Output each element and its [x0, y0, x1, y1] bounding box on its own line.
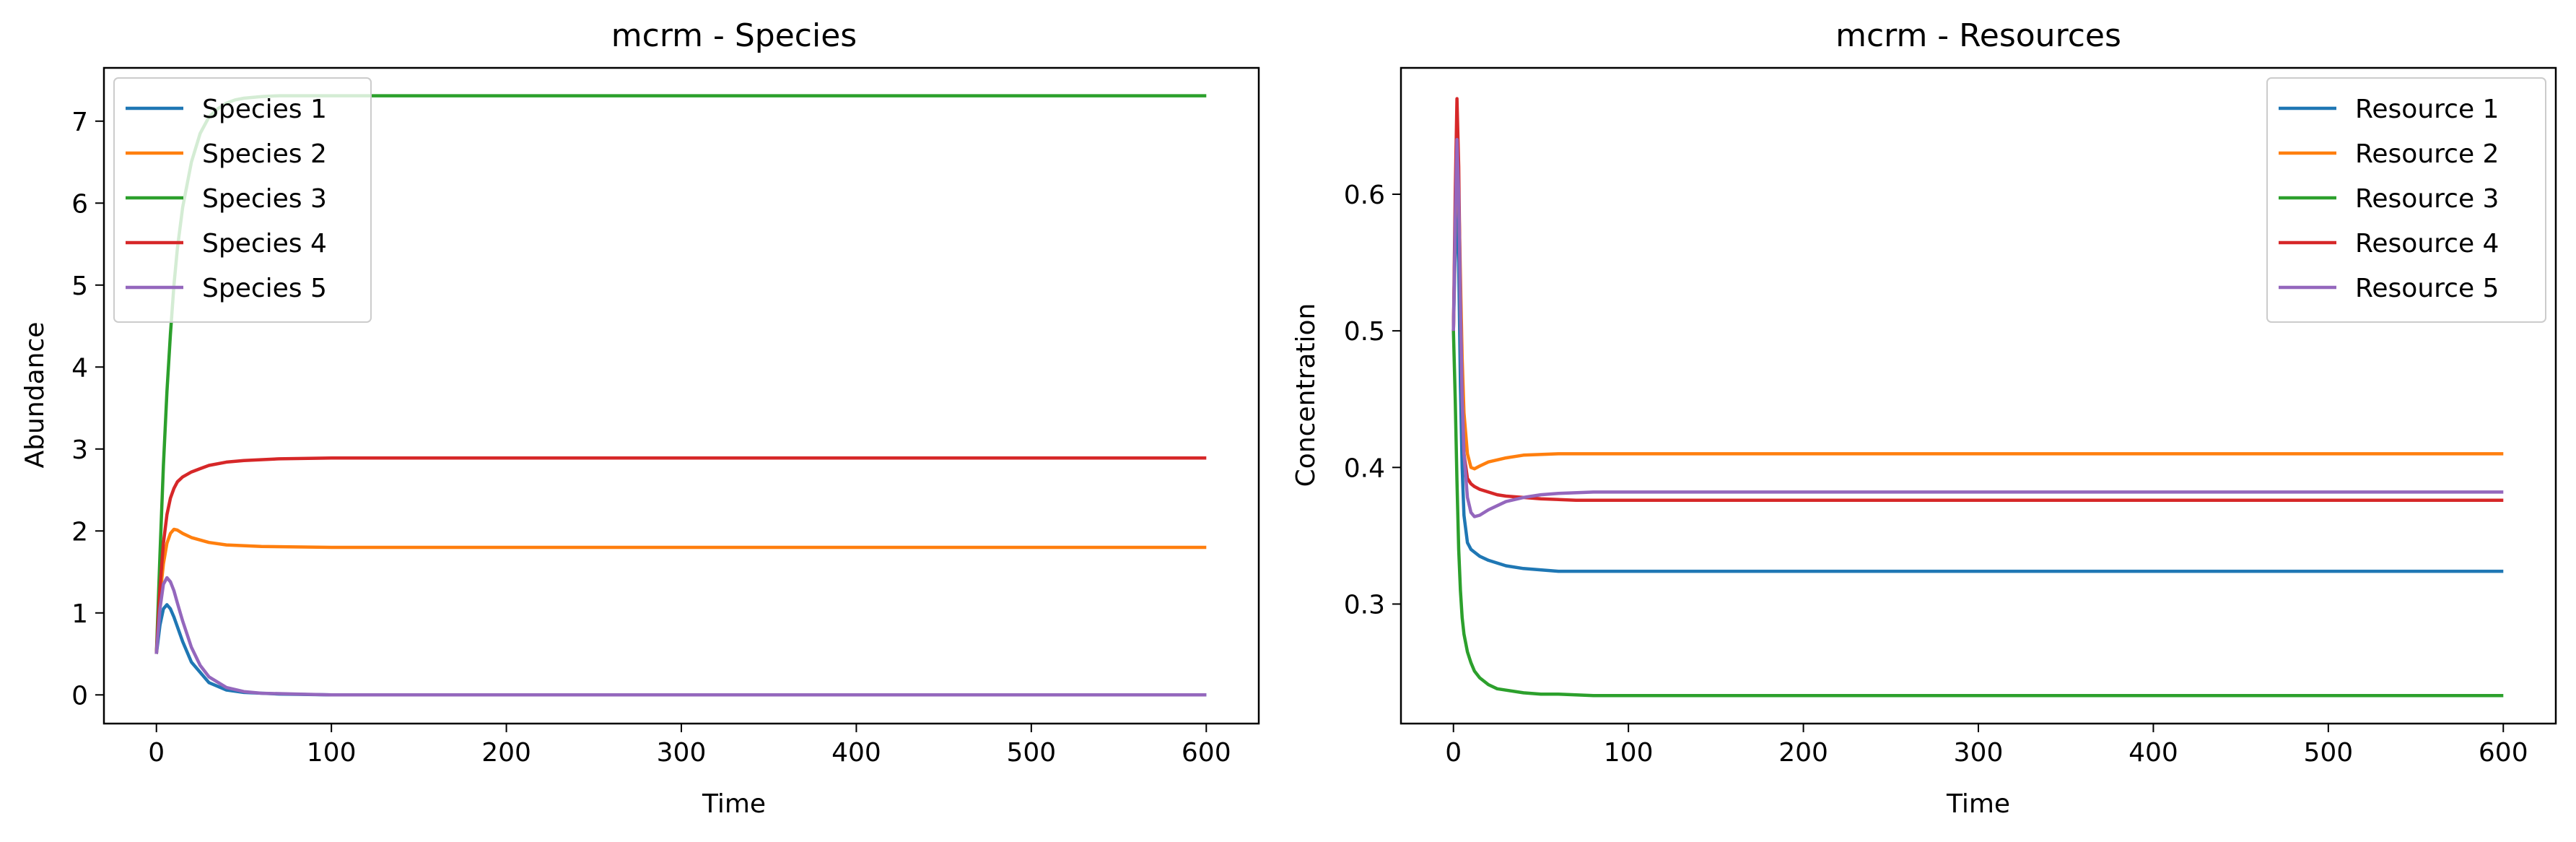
resources-chart-title: mcrm - Resources — [1835, 17, 2121, 54]
resources-x-tick-label: 600 — [2479, 738, 2528, 768]
resources-plot-area — [1451, 97, 2504, 698]
species-y-tick-label: 2 — [71, 517, 88, 547]
legend-label-resource-1: Resource 1 — [2355, 95, 2499, 124]
species-y-tick-label: 3 — [71, 435, 88, 465]
resources-x-tick-label: 200 — [1778, 738, 1828, 768]
species-subplot: mcrm - Species Time Abundance 0 100 200 300… — [20, 17, 1260, 819]
legend-label-resource-5: Resource 5 — [2355, 274, 2499, 303]
resources-y-tick-label: 0.6 — [1344, 181, 1385, 210]
species-y-tick-label: 6 — [71, 189, 88, 219]
legend-label-resource-4: Resource 4 — [2355, 229, 2499, 259]
species-x-tick-label: 0 — [148, 738, 165, 768]
legend-label-resource-2: Resource 2 — [2355, 139, 2499, 169]
resources-y-axis-label: Concentration — [1291, 303, 1321, 487]
species-axes-frame — [102, 66, 1260, 725]
resources-x-axis-label: Time — [1946, 789, 2010, 819]
species-y-tick-label: 1 — [71, 599, 88, 629]
legend-label-species-1: Species 1 — [202, 95, 327, 124]
resources-y-tick-label: 0.3 — [1344, 590, 1385, 620]
legend-label-species-5: Species 5 — [202, 274, 327, 303]
species-ticks: 0 100 200 300 400 500 600 0 1 2 3 4 5 6 7 — [71, 108, 1231, 768]
resources-legend: Resource 1 Resource 2 Resource 3 Resource 4… — [2266, 77, 2546, 323]
resources-x-tick-label: 0 — [1445, 738, 1462, 768]
species-y-tick-label: 4 — [71, 353, 88, 383]
legend-label-species-3: Species 3 — [202, 184, 327, 214]
species-legend-box — [113, 77, 372, 323]
species-x-tick-label: 600 — [1182, 738, 1231, 768]
resources-axes-frame — [1400, 66, 2557, 725]
species-chart-title: mcrm - Species — [611, 17, 857, 54]
species-x-tick-label: 400 — [831, 738, 881, 768]
species-y-tick-label: 7 — [71, 108, 88, 137]
species-x-axis-label: Time — [702, 789, 766, 819]
resources-subplot: mcrm - Resources Time Concentration 0 100… — [1291, 17, 2557, 819]
series-line-species-2 — [154, 527, 1207, 654]
resources-y-tick-label: 0.5 — [1344, 317, 1385, 347]
resources-legend-box — [2266, 77, 2546, 323]
legend-label-resource-3: Resource 3 — [2355, 184, 2499, 214]
legend-label-species-4: Species 4 — [202, 229, 327, 259]
species-legend: Species 1 Species 2 Species 3 Species 4 Spec… — [113, 77, 372, 323]
series-line-species-4 — [154, 456, 1207, 654]
resources-y-tick-label: 0.4 — [1344, 453, 1385, 483]
series-line-species-5 — [154, 576, 1207, 697]
species-x-tick-label: 500 — [1006, 738, 1056, 768]
series-line-resource-5 — [1451, 138, 2504, 518]
species-x-tick-label: 200 — [481, 738, 531, 768]
series-line-resource-3 — [1451, 331, 2504, 698]
resources-x-tick-label: 100 — [1604, 738, 1654, 768]
species-x-tick-label: 300 — [657, 738, 707, 768]
resources-x-tick-label: 500 — [2303, 738, 2353, 768]
species-y-axis-label: Abundance — [20, 322, 50, 469]
legend-label-species-2: Species 2 — [202, 139, 327, 169]
resources-x-tick-label: 400 — [2129, 738, 2178, 768]
resources-ticks: 0 100 200 300 400 500 600 0.3 0.4 0.5 0.6 — [1344, 181, 2528, 768]
species-y-tick-label: 0 — [71, 681, 88, 711]
species-y-tick-label: 5 — [71, 272, 88, 301]
resources-x-tick-label: 300 — [1954, 738, 2004, 768]
species-x-tick-label: 100 — [307, 738, 357, 768]
